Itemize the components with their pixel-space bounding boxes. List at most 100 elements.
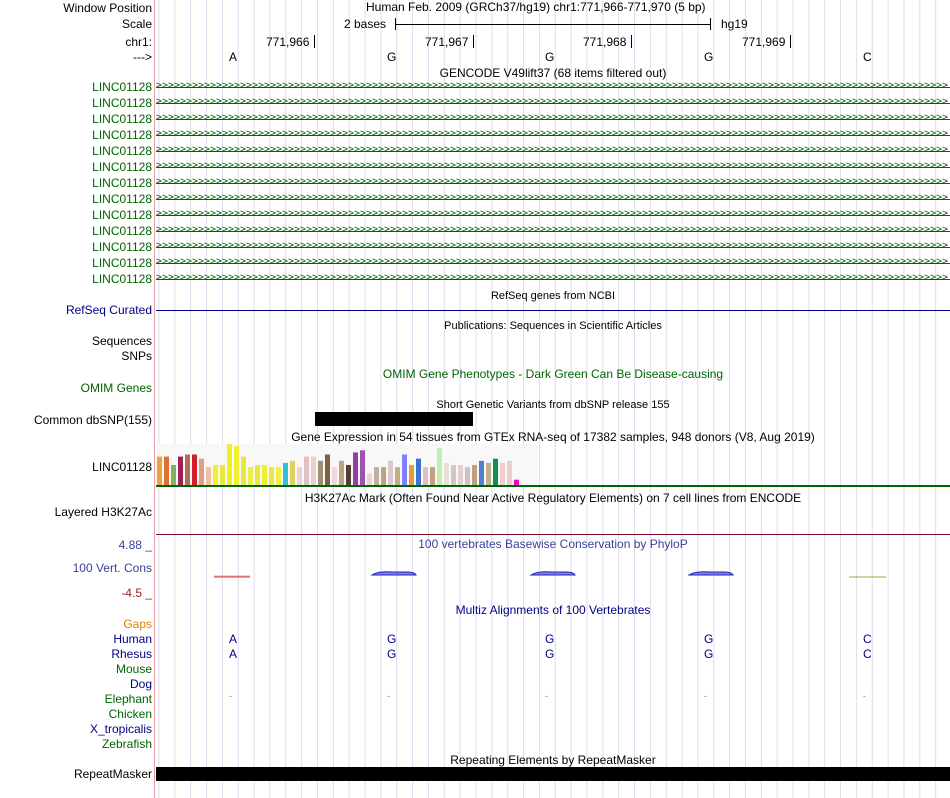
gtex-tissue-bar[interactable] bbox=[346, 465, 351, 486]
gtex-tissue-bar[interactable] bbox=[493, 458, 498, 486]
multiz-species-label[interactable]: Mouse bbox=[115, 662, 152, 676]
gaps-label[interactable]: Gaps bbox=[123, 617, 152, 631]
gtex-tissue-bar[interactable] bbox=[367, 473, 372, 486]
gtex-tissue-bar[interactable] bbox=[353, 452, 358, 486]
gtex-tissue-bar[interactable] bbox=[227, 444, 232, 486]
multiz-species-label[interactable]: X_tropicalis bbox=[89, 722, 152, 736]
gencode-gene-label[interactable]: LINC01128 bbox=[92, 176, 152, 190]
gencode-track-title[interactable]: GENCODE V49lift37 (68 items filtered out… bbox=[439, 66, 667, 80]
repeatmasker-track-title[interactable]: Repeating Elements by RepeatMasker bbox=[450, 753, 656, 767]
multiz-species-label[interactable]: Elephant bbox=[104, 692, 152, 706]
gtex-tissue-bar[interactable] bbox=[486, 462, 491, 486]
phylop-signal[interactable] bbox=[156, 568, 950, 582]
gtex-tissue-bar[interactable] bbox=[437, 448, 442, 486]
gtex-tissue-bar[interactable] bbox=[304, 456, 309, 486]
h3k27ac-track-title[interactable]: H3K27Ac Mark (Often Found Near Active Re… bbox=[304, 491, 802, 505]
gtex-tissue-bar[interactable] bbox=[332, 467, 337, 486]
gtex-tissue-bar[interactable] bbox=[514, 479, 519, 486]
gtex-tissue-bar[interactable] bbox=[164, 456, 169, 486]
multiz-species-label[interactable]: Zebrafish bbox=[101, 737, 152, 751]
gtex-tissue-bar[interactable] bbox=[479, 460, 484, 486]
dbsnp-track-title[interactable]: Short Genetic Variants from dbSNP releas… bbox=[436, 399, 670, 411]
gencode-transcript[interactable]: >>>>>>>>>>>>>>>>>>>>>>>>>>>>>>>>>>>>>>>>… bbox=[156, 224, 950, 235]
gtex-tissue-bar[interactable] bbox=[213, 465, 218, 486]
gtex-tissue-bar[interactable] bbox=[199, 458, 204, 486]
gencode-transcript[interactable]: >>>>>>>>>>>>>>>>>>>>>>>>>>>>>>>>>>>>>>>>… bbox=[156, 240, 950, 251]
publications-track-title[interactable]: Publications: Sequences in Scientific Ar… bbox=[444, 320, 662, 332]
gtex-tissue-bar[interactable] bbox=[255, 465, 260, 486]
gencode-transcript[interactable]: >>>>>>>>>>>>>>>>>>>>>>>>>>>>>>>>>>>>>>>>… bbox=[156, 80, 950, 91]
gencode-gene-label[interactable]: LINC01128 bbox=[92, 144, 152, 158]
gtex-tissue-bar[interactable] bbox=[192, 454, 197, 487]
gtex-tissue-bar[interactable] bbox=[507, 460, 512, 486]
multiz-species-label[interactable]: Human bbox=[113, 632, 152, 646]
gencode-transcript[interactable]: >>>>>>>>>>>>>>>>>>>>>>>>>>>>>>>>>>>>>>>>… bbox=[156, 160, 950, 171]
omim-label[interactable]: OMIM Genes bbox=[80, 381, 152, 395]
dbsnp-variant-block[interactable] bbox=[315, 412, 473, 426]
refseq-label[interactable]: RefSeq Curated bbox=[65, 303, 152, 317]
gencode-transcript[interactable]: >>>>>>>>>>>>>>>>>>>>>>>>>>>>>>>>>>>>>>>>… bbox=[156, 272, 950, 283]
gencode-gene-label[interactable]: LINC01128 bbox=[92, 256, 152, 270]
gencode-gene-label[interactable]: LINC01128 bbox=[92, 192, 152, 206]
gtex-tissue-bar[interactable] bbox=[171, 465, 176, 486]
gencode-transcript[interactable]: >>>>>>>>>>>>>>>>>>>>>>>>>>>>>>>>>>>>>>>>… bbox=[156, 144, 950, 155]
gencode-transcript[interactable]: >>>>>>>>>>>>>>>>>>>>>>>>>>>>>>>>>>>>>>>>… bbox=[156, 96, 950, 107]
gencode-gene-label[interactable]: LINC01128 bbox=[92, 160, 152, 174]
gencode-transcript[interactable]: >>>>>>>>>>>>>>>>>>>>>>>>>>>>>>>>>>>>>>>>… bbox=[156, 112, 950, 123]
gtex-tissue-bar[interactable] bbox=[290, 460, 295, 486]
gtex-tissue-bar[interactable] bbox=[262, 465, 267, 486]
snps-label[interactable]: SNPs bbox=[121, 349, 152, 363]
omim-track-title[interactable]: OMIM Gene Phenotypes - Dark Green Can Be… bbox=[382, 367, 724, 381]
gtex-track-title[interactable]: Gene Expression in 54 tissues from GTEx … bbox=[291, 430, 815, 444]
repeatmasker-block[interactable] bbox=[156, 767, 950, 781]
gtex-tissue-bar[interactable] bbox=[206, 467, 211, 486]
gtex-tissue-bar[interactable] bbox=[423, 467, 428, 486]
repeatmasker-label[interactable]: RepeatMasker bbox=[73, 767, 152, 781]
phylop-label[interactable]: 100 Vert. Cons bbox=[72, 561, 152, 575]
gtex-tissue-bar[interactable] bbox=[465, 467, 470, 486]
gencode-gene-label[interactable]: LINC01128 bbox=[92, 112, 152, 126]
gtex-tissue-bar[interactable] bbox=[157, 456, 162, 486]
gtex-tissue-bar[interactable] bbox=[416, 458, 421, 486]
gtex-bar-chart[interactable] bbox=[156, 444, 556, 486]
gencode-gene-label[interactable]: LINC01128 bbox=[92, 240, 152, 254]
gtex-tissue-bar[interactable] bbox=[311, 456, 316, 486]
h3k27ac-label[interactable]: Layered H3K27Ac bbox=[54, 505, 152, 519]
gtex-tissue-bar[interactable] bbox=[339, 460, 344, 486]
gtex-tissue-bar[interactable] bbox=[381, 467, 386, 486]
gtex-tissue-bar[interactable] bbox=[395, 467, 400, 486]
gtex-tissue-bar[interactable] bbox=[458, 465, 463, 486]
gtex-tissue-bar[interactable] bbox=[248, 467, 253, 486]
refseq-track-title[interactable]: RefSeq genes from NCBI bbox=[490, 290, 616, 302]
multiz-species-label[interactable]: Dog bbox=[129, 677, 152, 691]
gtex-tissue-bar[interactable] bbox=[234, 446, 239, 486]
gencode-gene-label[interactable]: LINC01128 bbox=[92, 96, 152, 110]
gtex-tissue-bar[interactable] bbox=[283, 462, 288, 486]
gencode-gene-label[interactable]: LINC01128 bbox=[92, 224, 152, 238]
gencode-transcript[interactable]: >>>>>>>>>>>>>>>>>>>>>>>>>>>>>>>>>>>>>>>>… bbox=[156, 192, 950, 203]
gtex-tissue-bar[interactable] bbox=[185, 454, 190, 487]
sequences-label[interactable]: Sequences bbox=[91, 334, 152, 348]
gtex-tissue-bar[interactable] bbox=[388, 460, 393, 486]
gencode-transcript[interactable]: >>>>>>>>>>>>>>>>>>>>>>>>>>>>>>>>>>>>>>>>… bbox=[156, 256, 950, 267]
gtex-tissue-bar[interactable] bbox=[430, 467, 435, 486]
gencode-gene-label[interactable]: LINC01128 bbox=[92, 272, 152, 286]
phylop-track-title[interactable]: 100 vertebrates Basewise Conservation by… bbox=[418, 537, 688, 551]
gencode-gene-label[interactable]: LINC01128 bbox=[92, 208, 152, 222]
gencode-transcript[interactable]: >>>>>>>>>>>>>>>>>>>>>>>>>>>>>>>>>>>>>>>>… bbox=[156, 176, 950, 187]
gencode-transcript[interactable]: >>>>>>>>>>>>>>>>>>>>>>>>>>>>>>>>>>>>>>>>… bbox=[156, 208, 950, 219]
gtex-tissue-bar[interactable] bbox=[360, 450, 365, 486]
gtex-tissue-bar[interactable] bbox=[451, 465, 456, 486]
gtex-tissue-bar[interactable] bbox=[241, 456, 246, 486]
gtex-tissue-bar[interactable] bbox=[472, 465, 477, 486]
dbsnp-label[interactable]: Common dbSNP(155) bbox=[33, 413, 152, 427]
gtex-tissue-bar[interactable] bbox=[374, 467, 379, 486]
gencode-gene-label[interactable]: LINC01128 bbox=[92, 80, 152, 94]
gtex-tissue-bar[interactable] bbox=[402, 454, 407, 487]
gtex-tissue-bar[interactable] bbox=[276, 467, 281, 486]
multiz-species-label[interactable]: Chicken bbox=[108, 707, 152, 721]
gtex-tissue-bar[interactable] bbox=[444, 462, 449, 486]
gtex-tissue-bar[interactable] bbox=[269, 467, 274, 486]
gencode-gene-label[interactable]: LINC01128 bbox=[92, 128, 152, 142]
gtex-tissue-bar[interactable] bbox=[178, 456, 183, 486]
